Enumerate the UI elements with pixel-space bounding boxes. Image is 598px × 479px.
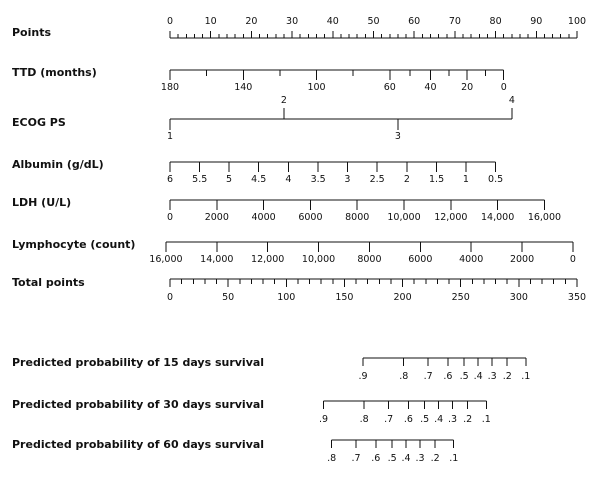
points-label: Points: [12, 26, 51, 39]
ldh-tick-label: 10,000: [387, 212, 420, 223]
pred-15-tick-label: .6: [443, 371, 452, 382]
lymphocyte-tick-label: 0: [570, 254, 576, 265]
total-points-tick-label: 200: [394, 292, 412, 303]
albumin-tick-label: 5.5: [192, 174, 207, 185]
albumin-tick-label: 1.5: [429, 174, 444, 185]
ldh-tick-label: 4000: [252, 212, 276, 223]
albumin-tick-label: 2: [404, 174, 410, 185]
points-tick-label: 40: [327, 16, 339, 27]
pred-30-tick-label: .9: [319, 414, 328, 425]
pred-30-tick-label: .1: [482, 414, 491, 425]
pred-60-tick-label: .4: [402, 453, 411, 464]
ldh-tick-label: 8000: [345, 212, 369, 223]
lymphocyte-tick-label: 2000: [510, 254, 534, 265]
total-points-tick-label: 50: [222, 292, 234, 303]
pred-15-tick-label: .7: [424, 371, 433, 382]
points-tick-label: 80: [490, 16, 502, 27]
pred-15-tick-label: .8: [399, 371, 408, 382]
pred-30-tick-label: .2: [463, 414, 472, 425]
points-tick-label: 90: [530, 16, 542, 27]
ttd-tick-label: 180: [161, 82, 179, 93]
ttd-tick-label: 140: [234, 82, 252, 93]
ecog-label: ECOG PS: [12, 116, 66, 129]
ldh-tick-label: 14,000: [481, 212, 514, 223]
points-tick-label: 0: [167, 16, 173, 27]
pred-15-tick-label: .9: [358, 371, 367, 382]
pred-15-label: Predicted probability of 15 days surviva…: [12, 356, 264, 369]
total-points-tick-label: 0: [167, 292, 173, 303]
ldh-tick-label: 6000: [298, 212, 322, 223]
lymphocyte-tick-label: 8000: [357, 254, 381, 265]
ttd-label: TTD (months): [12, 66, 97, 79]
pred-30-tick-label: .4: [434, 414, 443, 425]
pred-60-tick-label: .1: [449, 453, 458, 464]
points-tick-label: 20: [245, 16, 257, 27]
albumin-tick-label: 4: [285, 174, 291, 185]
points-tick-label: 10: [205, 16, 217, 27]
points-tick-label: 30: [286, 16, 298, 27]
ldh-tick-label: 0: [167, 212, 173, 223]
total-points-label: Total points: [12, 276, 85, 289]
albumin-label: Albumin (g/dL): [12, 158, 104, 171]
pred-60-label: Predicted probability of 60 days surviva…: [12, 438, 264, 451]
total-points-tick-label: 300: [510, 292, 528, 303]
pred-60-tick-label: .6: [371, 453, 380, 464]
pred-15-tick-label: .1: [521, 371, 530, 382]
pred-30-tick-label: .6: [404, 414, 413, 425]
ldh-tick-label: 16,000: [528, 212, 561, 223]
lymphocyte-tick-label: 4000: [459, 254, 483, 265]
albumin-tick-label: 3.5: [311, 174, 326, 185]
albumin-tick-label: 3: [344, 174, 350, 185]
pred-15-tick-label: .5: [460, 371, 469, 382]
pred-60-tick-label: .7: [352, 453, 361, 464]
total-points-tick-label: 100: [277, 292, 295, 303]
albumin-tick-label: 1: [463, 174, 469, 185]
pred-30-tick-label: .8: [360, 414, 369, 425]
ttd-tick-label: 20: [461, 82, 473, 93]
pred-60-tick-label: .3: [415, 453, 424, 464]
lymphocyte-tick-label: 6000: [408, 254, 432, 265]
ldh-tick-label: 12,000: [434, 212, 467, 223]
pred-30-tick-label: .7: [384, 414, 393, 425]
lymphocyte-tick-label: 16,000: [149, 254, 182, 265]
points-tick-label: 60: [408, 16, 420, 27]
pred-30-tick-label: .3: [448, 414, 457, 425]
ttd-tick-label: 60: [384, 82, 396, 93]
pred-60-tick-label: .8: [327, 453, 336, 464]
lymphocyte-label: Lymphocyte (count): [12, 238, 135, 251]
ttd-tick-label: 100: [307, 82, 325, 93]
ldh-label: LDH (U/L): [12, 196, 71, 209]
lymphocyte-tick-label: 10,000: [302, 254, 335, 265]
ttd-tick-label: 0: [501, 82, 507, 93]
albumin-tick-label: 6: [167, 174, 173, 185]
ecog-tick-label: 4: [509, 95, 515, 106]
points-tick-label: 70: [449, 16, 461, 27]
pred-15-tick-label: .2: [503, 371, 512, 382]
ttd-tick-label: 40: [424, 82, 436, 93]
total-points-tick-label: 150: [335, 292, 353, 303]
pred-30-tick-label: .5: [420, 414, 429, 425]
albumin-tick-label: 4.5: [251, 174, 266, 185]
total-points-tick-label: 250: [452, 292, 470, 303]
lymphocyte-tick-label: 12,000: [251, 254, 284, 265]
pred-60-tick-label: .2: [431, 453, 440, 464]
lymphocyte-tick-label: 14,000: [200, 254, 233, 265]
albumin-tick-label: 5: [226, 174, 232, 185]
points-tick-label: 100: [568, 16, 586, 27]
total-points-tick-label: 350: [568, 292, 586, 303]
albumin-tick-label: 0.5: [488, 174, 503, 185]
ecog-tick-label: 2: [281, 95, 287, 106]
pred-15-tick-label: .4: [474, 371, 483, 382]
albumin-tick-label: 2.5: [370, 174, 385, 185]
pred-30-label: Predicted probability of 30 days surviva…: [12, 398, 264, 411]
ecog-tick-label: 1: [167, 131, 173, 142]
ecog-tick-label: 3: [395, 131, 401, 142]
pred-60-tick-label: .5: [388, 453, 397, 464]
points-tick-label: 50: [367, 16, 379, 27]
ldh-tick-label: 2000: [205, 212, 229, 223]
pred-15-tick-label: .3: [488, 371, 497, 382]
